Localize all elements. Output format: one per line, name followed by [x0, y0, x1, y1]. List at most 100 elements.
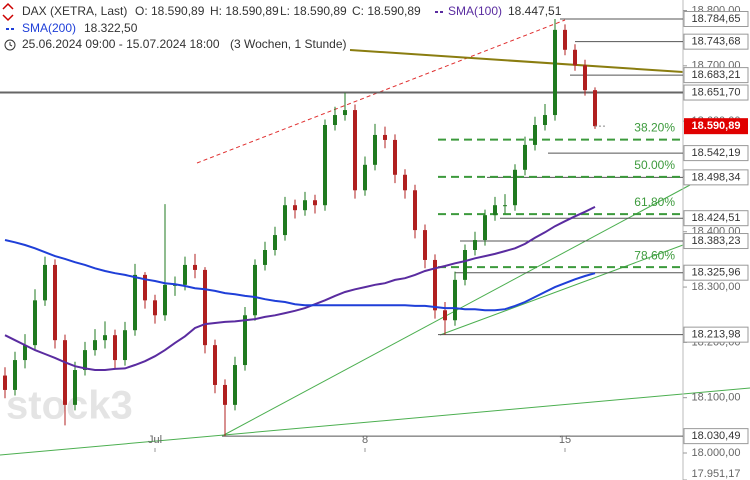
level-label: 18.213,98: [692, 329, 741, 341]
header: DAX (XETRA, Last) O: 18.590,89 H: 18.590…: [2, 2, 562, 51]
sma-line: [4, 239, 596, 312]
plot: Jul 8 15 18.590,89: [3, 18, 748, 452]
watermark: stock3: [6, 384, 133, 428]
x-tick-label: 15: [559, 434, 571, 446]
last-price-label: 18.590,89: [692, 120, 741, 132]
candle-body: [553, 29, 557, 116]
candle-body: [543, 115, 547, 126]
clock-icon: [4, 39, 16, 51]
clock-icon: [9, 42, 13, 47]
x-tick-label: Jul: [148, 434, 162, 446]
fib-label: 61.80%: [634, 195, 675, 209]
level-box: [683, 10, 749, 27]
candle-body: [213, 345, 217, 385]
candle-body: [293, 205, 297, 211]
ohlc-low: L: 18.590,89: [280, 4, 347, 18]
candle-body: [83, 350, 87, 371]
level-label: 18.498,34: [692, 171, 741, 183]
sma-line: [4, 206, 596, 371]
candle-body: [433, 259, 437, 311]
candle-body: [523, 144, 527, 170]
x-tick-label: 8: [362, 434, 368, 446]
instrument: DAX (XETRA, Last): [22, 4, 127, 18]
candle-body: [103, 335, 107, 341]
candle-body: [373, 134, 377, 165]
legend-value: 18.322,50: [84, 21, 138, 35]
level-box: [683, 67, 749, 84]
candle-body: [93, 340, 97, 351]
candle-body: [223, 384, 227, 405]
level-label: 18.325,96: [692, 267, 741, 279]
candle-body: [443, 310, 447, 321]
trend-line: [196, 19, 566, 164]
candle-body: [453, 279, 457, 321]
ohlc-open: O: 18.590,89: [135, 4, 205, 18]
trend-line: [439, 244, 684, 336]
candle-body: [73, 370, 77, 405]
candle-body: [383, 134, 387, 140]
level-label: 18.651,70: [692, 86, 741, 98]
candle-body: [123, 330, 127, 361]
ohlc-high: H: 18.590,89: [210, 4, 279, 18]
candle-body: [243, 315, 247, 366]
candle-body: [313, 200, 317, 206]
candle-body: [33, 300, 37, 346]
candle-body: [53, 264, 57, 341]
level-label: 18.542,19: [692, 147, 741, 159]
candle-body: [593, 90, 597, 127]
candle-body: [113, 335, 117, 361]
level-label: 18.784,65: [692, 13, 741, 25]
candle-body: [43, 264, 47, 301]
level-box: [683, 326, 749, 343]
candle-body: [333, 115, 337, 126]
level-box: [683, 264, 749, 281]
candle-body: [393, 139, 397, 175]
candle-body: [323, 125, 327, 206]
candle-body: [23, 345, 27, 361]
fib-label: 50.00%: [634, 158, 675, 172]
legend-name: SMA(100): [448, 4, 502, 18]
candle-body: [573, 49, 577, 66]
candle-body: [143, 274, 147, 301]
candle-body: [3, 375, 7, 390]
period: 25.06.2024 09:00 - 15.07.2024 18:00: [22, 37, 220, 51]
level-label: 18.683,21: [692, 69, 741, 81]
ohlc-close: C: 18.590,89: [352, 4, 421, 18]
candle-body: [153, 300, 157, 316]
candle-body: [353, 110, 357, 191]
y-tick-label: 18.300,00: [692, 281, 741, 293]
candle-body: [343, 110, 347, 116]
level-box: [683, 145, 749, 162]
candle-body: [173, 284, 177, 286]
candle-body: [253, 264, 257, 316]
legend-value: 18.447,51: [508, 4, 562, 18]
candle-body: [283, 205, 287, 236]
level-box: [683, 210, 749, 227]
candle-body: [493, 205, 497, 216]
candle-body: [413, 190, 417, 231]
candle-body: [463, 250, 467, 280]
trend-line: [349, 49, 684, 73]
candle-body: [423, 230, 427, 260]
level-label: 18.424,51: [692, 212, 741, 224]
level-label: 18.383,23: [692, 235, 741, 247]
candle-body: [503, 205, 507, 207]
y-tick-label: 18.100,00: [692, 392, 741, 404]
candle-body: [163, 284, 167, 316]
candle-body: [193, 264, 197, 270]
candle-body: [403, 174, 407, 191]
candle-body: [13, 360, 17, 390]
trend-line: [0, 387, 750, 456]
candle-body: [273, 235, 277, 251]
y-tick-label: 17.951,17: [692, 468, 741, 480]
levels: 18.784,65 18.743,68 18.683,21 18.651,70 18.5…: [0, 10, 749, 445]
candle-body: [203, 269, 207, 346]
level-box: [683, 169, 749, 186]
candle-body: [583, 65, 587, 91]
candle-body: [473, 240, 477, 251]
y-tick-label: 18.000,00: [692, 447, 741, 459]
fib-label: 38.20%: [634, 121, 675, 135]
candle-body: [483, 215, 487, 241]
